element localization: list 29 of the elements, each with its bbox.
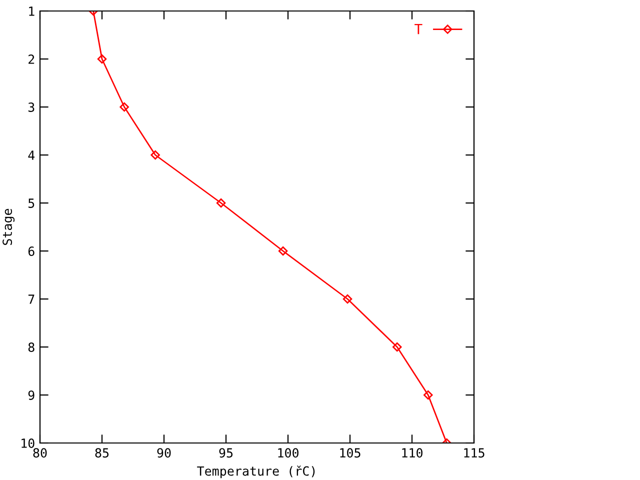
point: [342, 294, 352, 304]
x-tick-label: 85: [95, 448, 109, 458]
x-tick-label: 100: [278, 448, 298, 458]
point: [423, 390, 433, 400]
y-tick-label: 3: [28, 102, 34, 112]
point: [150, 150, 160, 160]
y-tick-label: 9: [28, 390, 34, 400]
point: [278, 246, 288, 256]
legend-label: T: [414, 24, 422, 34]
y-tick-label: 5: [28, 198, 34, 208]
y-tick-label: 8: [28, 342, 34, 352]
y-axis-title: Stage: [2, 208, 15, 245]
x-tick-label: 115: [464, 448, 484, 458]
y-tick-label: 1: [29, 6, 34, 16]
point: [120, 102, 129, 112]
y-tick-label: 2: [28, 54, 34, 64]
x-tick-label: 90: [157, 448, 171, 458]
x-tick-label: 80: [33, 448, 47, 458]
y-tick-label: 7: [28, 294, 34, 304]
x-tick-label: 105: [340, 448, 360, 458]
y-tick-label: 6: [28, 246, 34, 256]
point: [216, 198, 226, 208]
x-tick-label: 110: [402, 448, 422, 458]
x-tick-label: 95: [219, 448, 233, 458]
y-tick-label: 4: [28, 150, 35, 160]
point: [97, 54, 107, 64]
point: [392, 342, 402, 352]
y-tick-label: 10: [22, 438, 34, 448]
x-axis-title: Temperature (řC): [197, 466, 315, 478]
